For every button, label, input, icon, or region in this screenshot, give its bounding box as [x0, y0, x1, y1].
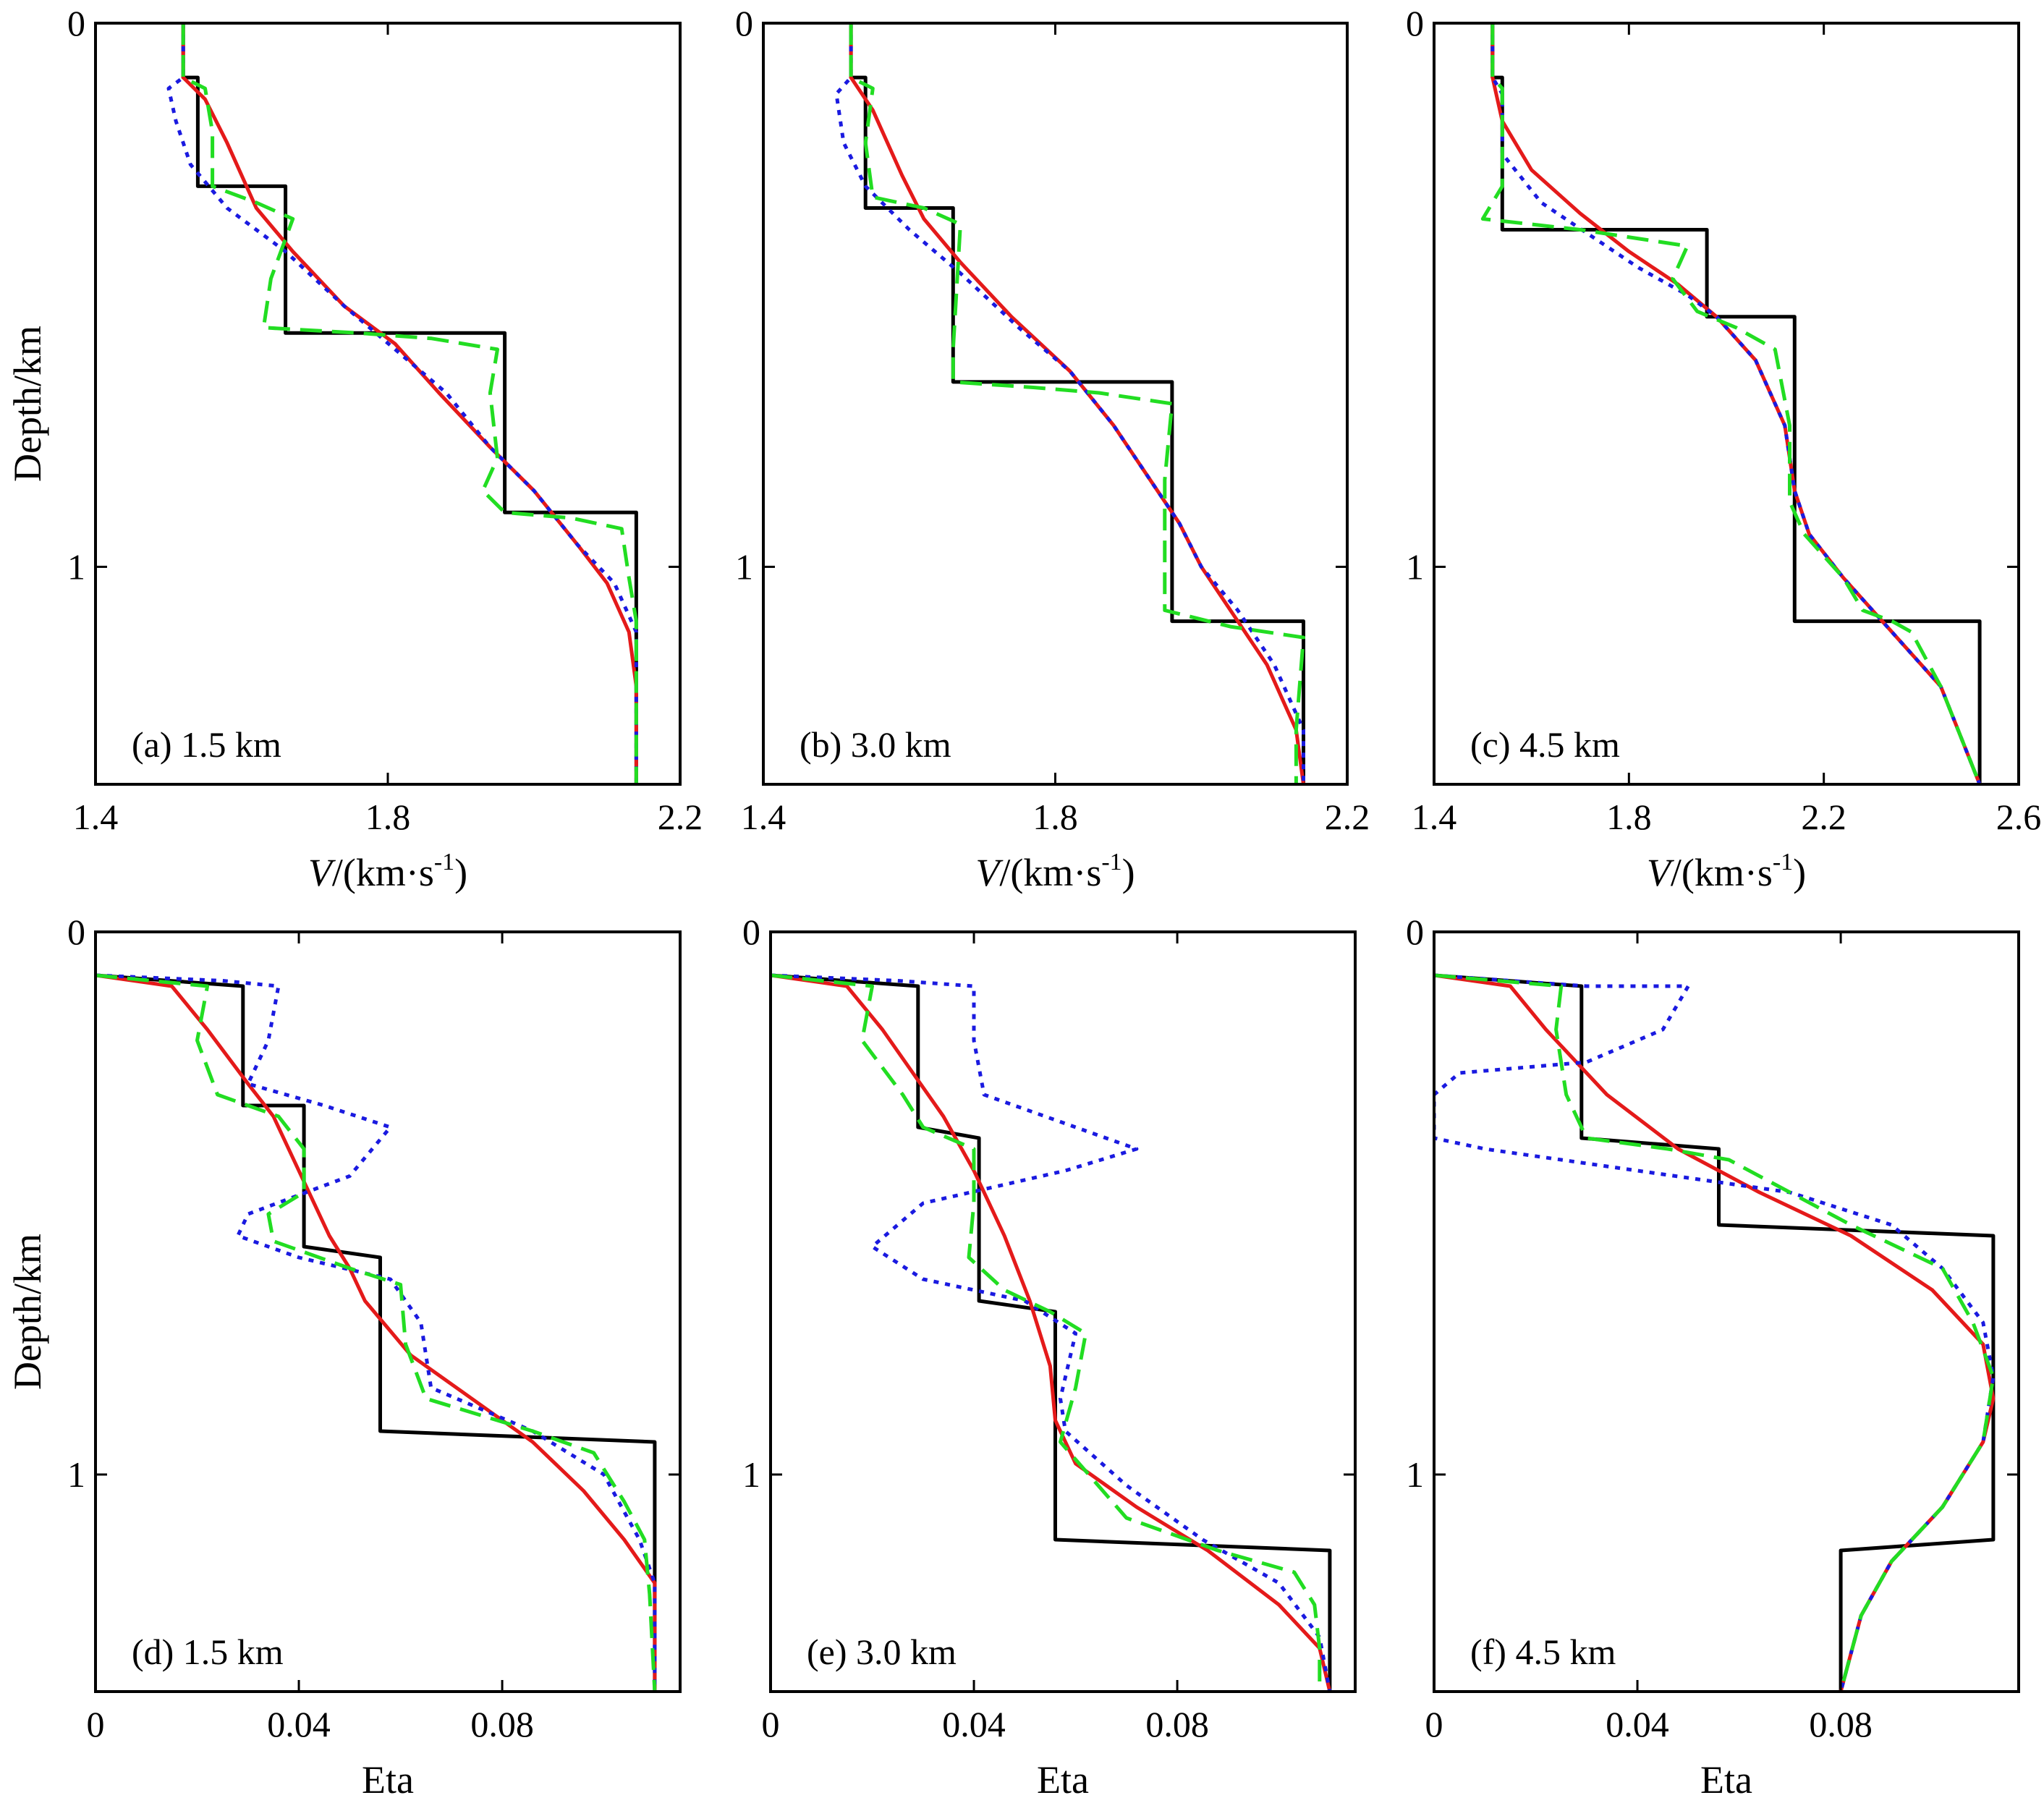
y-tick-label: 0	[1406, 912, 1424, 952]
panel-label: (d) 1.5 km	[132, 1632, 284, 1672]
series-line-dot-2	[834, 23, 1305, 784]
x-tick-label: 0	[87, 1704, 105, 1744]
x-tick-label: 2.2	[658, 797, 703, 837]
y-axis-label: Depth/km	[6, 326, 49, 482]
y-tick-label: 1	[67, 1454, 85, 1495]
y-tick-label: 1	[735, 546, 753, 587]
x-tick-label: 2.2	[1325, 797, 1370, 837]
panel-label: (c) 4.5 km	[1470, 724, 1620, 765]
series-line-solid-0	[96, 973, 657, 1692]
x-axis-label: V/(km·s-1)	[975, 849, 1135, 894]
x-tick-label: 0	[762, 1704, 780, 1744]
x-tick-label: 0	[1425, 1704, 1443, 1744]
x-tick-label: 2.6	[1996, 797, 2042, 837]
series-line-dash-3	[1480, 23, 1982, 784]
y-tick-label: 0	[67, 912, 85, 952]
axes-frame	[769, 930, 1357, 1693]
series-line-dash-3	[849, 23, 1305, 784]
x-tick-label: 0.04	[1606, 1704, 1669, 1744]
x-axis-label: Eta	[1700, 1758, 1752, 1802]
x-tick-label: 2.2	[1801, 797, 1846, 837]
x-tick-label: 0.04	[942, 1704, 1006, 1744]
x-axis-label: V/(km·s-1)	[308, 849, 467, 894]
x-axis-label: V/(km·s-1)	[1647, 849, 1806, 894]
series-line-solid-1	[771, 973, 1332, 1692]
series-line-solid-1	[1490, 23, 1982, 784]
x-tick-label: 0.08	[470, 1704, 534, 1744]
panel-e: 0 0.04 0.08 0 1 Eta (e) 3.0 km	[742, 912, 1357, 1802]
x-tick-label: 0.04	[267, 1704, 331, 1744]
y-tick-label: 0	[735, 3, 753, 43]
panel-label: (a) 1.5 km	[132, 724, 281, 765]
series-line-solid-1	[1434, 973, 1996, 1692]
series-line-dash-3	[96, 973, 657, 1692]
series-line-solid-1	[96, 973, 657, 1692]
x-tick-label: 0.08	[1145, 1704, 1209, 1744]
x-tick-label: 1.8	[365, 797, 411, 837]
series-line-dot-2	[1434, 973, 1996, 1692]
series-line-dash-3	[1434, 973, 1996, 1692]
x-tick-label: 1.8	[1032, 797, 1078, 837]
y-tick-label: 1	[1406, 1454, 1424, 1495]
panel-f: 0 0.04 0.08 0 1 Eta (f) 4.5 km	[1406, 912, 2020, 1802]
y-tick-label: 1	[67, 546, 85, 587]
panel-a: 1.4 1.8 2.2 0 1 V/(km·s-1) Depth/km (a) 1.5 km	[6, 3, 703, 894]
panel-d: 0 0.04 0.08 0 1 Eta Depth/km (d) 1.5 km	[6, 912, 682, 1802]
x-tick-label: 1.4	[1412, 797, 1457, 837]
panel-label: (b) 3.0 km	[800, 724, 951, 765]
y-tick-label: 0	[742, 912, 760, 952]
axes-frame	[762, 22, 1349, 786]
axes-frame	[94, 930, 682, 1693]
y-axis-label: Depth/km	[6, 1234, 49, 1390]
x-axis-label: Eta	[1037, 1758, 1089, 1802]
series-line-solid-0	[1434, 973, 1996, 1692]
x-tick-label: 0.08	[1809, 1704, 1873, 1744]
x-tick-label: 1.4	[73, 797, 119, 837]
series-line-solid-1	[849, 23, 1305, 784]
panel-c: 1.4 1.8 2.2 2.6 0 1 V/(km·s-1) (c) 4.5 km	[1406, 3, 2041, 894]
series-line-dot-2	[96, 973, 657, 1692]
series-line-solid-0	[771, 973, 1332, 1692]
series-line-dash-3	[771, 973, 1322, 1692]
series-line-dash-3	[181, 23, 638, 784]
y-tick-label: 0	[67, 3, 85, 43]
series-line-solid-0	[1490, 23, 1982, 784]
panel-label: (e) 3.0 km	[807, 1632, 957, 1672]
y-tick-label: 1	[742, 1454, 760, 1495]
y-tick-label: 0	[1406, 3, 1424, 43]
series-line-solid-0	[849, 23, 1305, 784]
x-tick-label: 1.4	[741, 797, 786, 837]
panel-b: 1.4 1.8 2.2 0 1 V/(km·s-1) (b) 3.0 km	[735, 3, 1370, 894]
axes-frame	[1433, 22, 2020, 786]
x-tick-label: 1.8	[1606, 797, 1652, 837]
axes-frame	[1433, 930, 2020, 1693]
series-line-dot-2	[1490, 23, 1982, 784]
x-axis-label: Eta	[362, 1758, 414, 1802]
series-line-solid-1	[181, 23, 638, 784]
y-tick-label: 1	[1406, 546, 1424, 587]
panel-label: (f) 4.5 km	[1470, 1632, 1616, 1672]
axes-frame	[94, 22, 682, 786]
series-line-dot-2	[166, 23, 638, 784]
series-line-solid-0	[181, 23, 638, 784]
series-line-dot-2	[771, 973, 1332, 1692]
